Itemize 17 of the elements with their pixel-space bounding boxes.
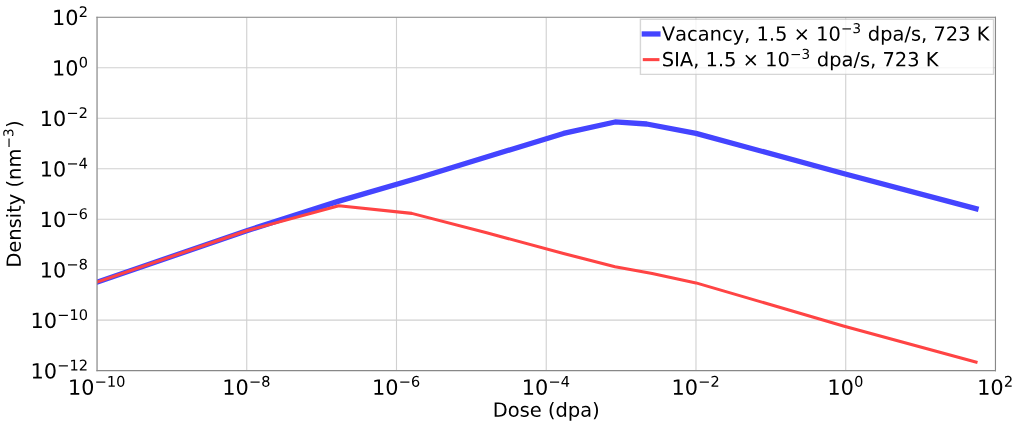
x-axis-title: Dose (dpa) (494, 401, 599, 421)
y-axis-title: Density (nm$^{−3}$) (3, 121, 25, 266)
x-tick-label: 10$^{0}$ (829, 375, 863, 395)
y-tick-label: 10$^{0}$ (54, 56, 88, 76)
x-tick-label: 10$^{2}$ (979, 375, 1012, 395)
y-tick-label: 10$^{−10}$ (32, 309, 88, 329)
x-tick-label: 10$^{−2}$ (673, 375, 719, 395)
x-tick-label: 10$^{−6}$ (374, 375, 420, 395)
x-tick-label: 10$^{−8}$ (224, 375, 270, 395)
legend-label: SIA, 1.5 × 10$^{−3}$ dpa/s, 723 K (663, 48, 939, 71)
legend-label: Vacancy, 1.5 × 10$^{−3}$ dpa/s, 723 K (661, 23, 990, 45)
x-tick-label: 10$^{−4}$ (524, 376, 570, 395)
y-tick-label: 10$^{2}$ (54, 6, 87, 26)
y-tick-label: 10$^{−8}$ (41, 258, 87, 278)
y-tick-label: 10$^{−2}$ (41, 107, 87, 127)
y-tick-label: 10$^{−4}$ (41, 157, 88, 177)
y-tick-label: 10$^{−6}$ (41, 208, 87, 228)
